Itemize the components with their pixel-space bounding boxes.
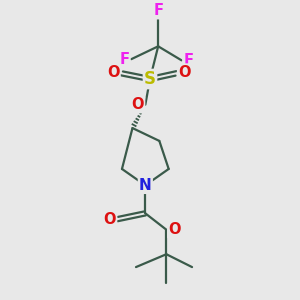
Text: N: N	[139, 178, 152, 193]
Text: O: O	[178, 64, 190, 80]
Text: O: O	[107, 64, 120, 80]
Text: O: O	[132, 97, 144, 112]
Text: F: F	[153, 3, 163, 18]
Text: F: F	[119, 52, 129, 67]
Text: O: O	[168, 222, 181, 237]
Text: F: F	[183, 53, 194, 68]
Text: O: O	[103, 212, 116, 227]
Text: S: S	[144, 70, 156, 88]
